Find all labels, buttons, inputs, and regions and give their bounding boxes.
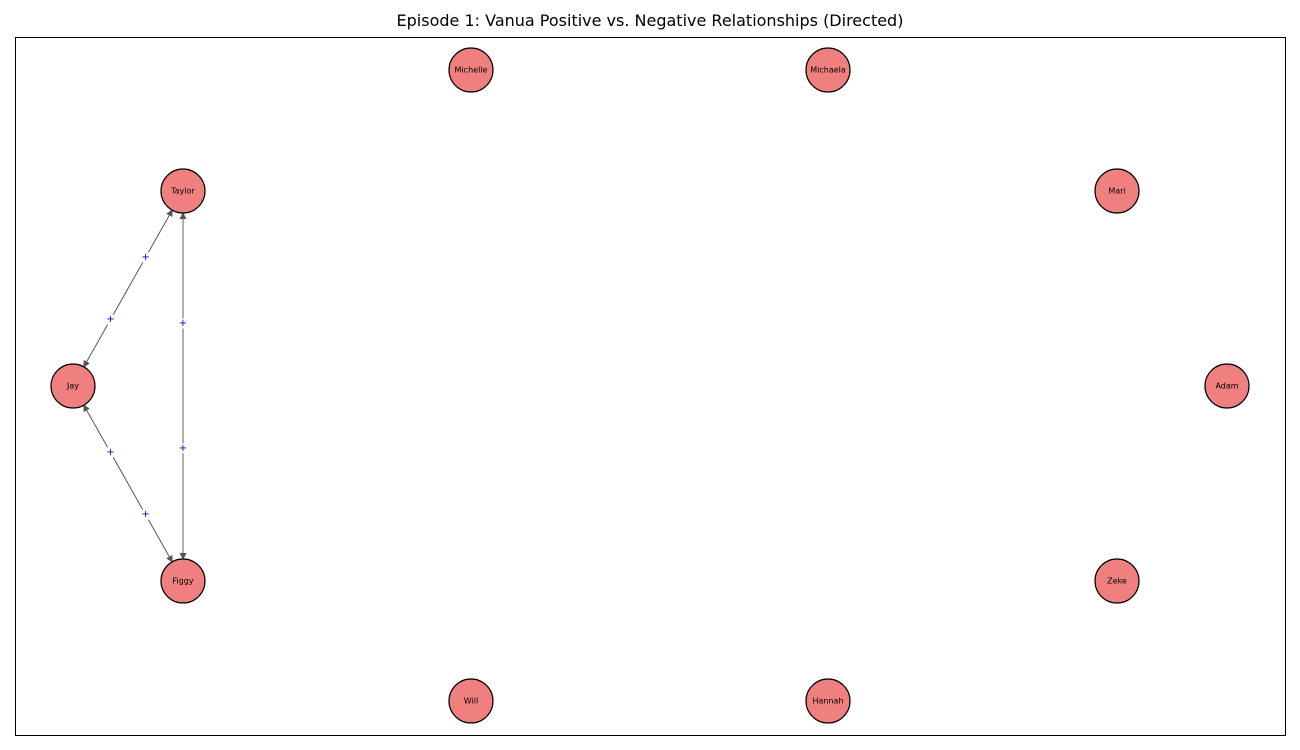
node-circle [805,47,851,93]
node-label: Michelle [455,66,488,75]
edge-labels-layer: + + + + + + [106,252,187,520]
node-circle [1204,363,1250,409]
edge-label-taylor-to-jay: + [141,252,149,263]
plot-frame [15,37,1286,736]
node-taylor: Taylor [160,168,206,214]
node-adam: Adam [1204,363,1250,409]
node-hannah: Hannah [805,678,851,724]
edge-taylor-to-jay [83,209,173,368]
node-label: Taylor [170,187,195,196]
chart-title: Episode 1: Vanua Positive vs. Negative R… [396,11,904,30]
edge-label-background [106,314,115,325]
nodes-layer: Michelle Michaela Taylor Mari Jay Adam Figgy Ze… [50,47,1250,724]
node-jay: Jay [50,363,96,409]
node-label: Jay [66,382,79,391]
node-michaela: Michaela [805,47,851,93]
edge-label-taylor-to-figgy: + [179,318,187,329]
edge-label-jay-to-taylor: + [106,314,114,325]
edge-label-jay-to-figgy: + [106,447,114,458]
edge-label-background [141,509,150,520]
node-circle [160,558,206,604]
node-zeke: Zeke [1094,558,1140,604]
node-circle [448,47,494,93]
node-will: Will [448,678,494,724]
edge-label-figgy-to-taylor: + [179,443,187,454]
node-label: Figgy [172,577,193,586]
edges-layer [83,209,187,563]
node-michelle: Michelle [448,47,494,93]
node-circle [805,678,851,724]
edge-figgy-to-jay [83,404,173,563]
edge-label-background [179,443,187,454]
node-label: Will [464,697,478,706]
edge-label-background [179,318,187,329]
edge-label-background [141,252,150,263]
node-label: Adam [1215,382,1238,391]
node-mari: Mari [1094,168,1140,214]
node-circle [160,168,206,214]
edge-label-figgy-to-jay: + [141,509,149,520]
node-circle [1094,168,1140,214]
node-figgy: Figgy [160,558,206,604]
node-label: Zeke [1107,577,1127,586]
node-circle [448,678,494,724]
node-circle [1094,558,1140,604]
edge-label-background [106,447,115,458]
node-label: Michaela [810,66,846,75]
node-label: Hannah [812,697,843,706]
node-label: Mari [1108,187,1125,196]
node-circle [50,363,96,409]
